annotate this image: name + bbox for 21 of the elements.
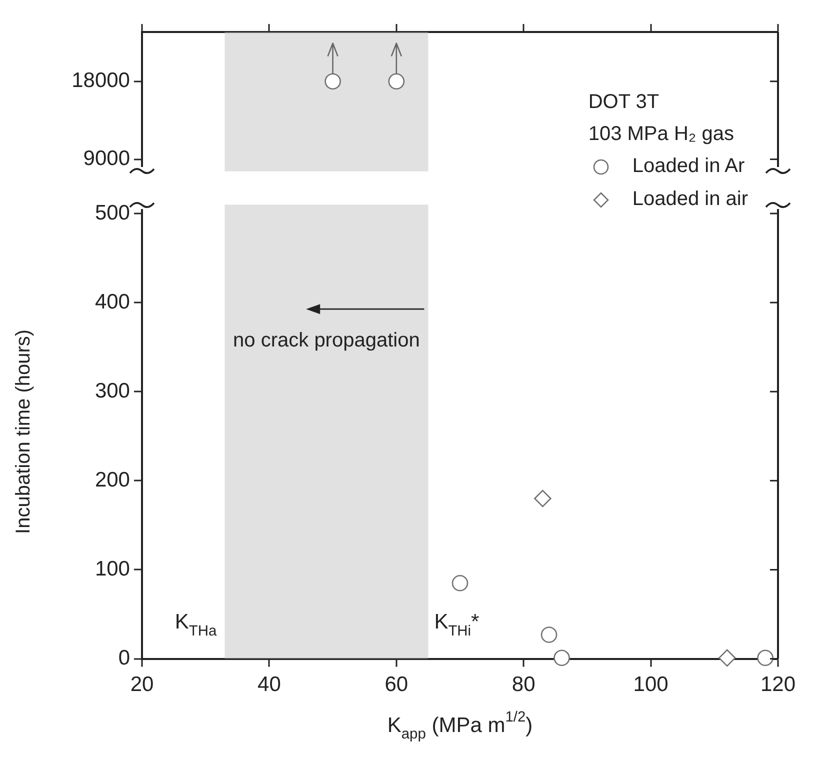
x-tick-label: 120 <box>760 673 796 696</box>
y-axis-title: Incubation time (hours) <box>12 329 35 534</box>
y-tick-label: 0 <box>118 646 130 670</box>
legend-label: Loaded in Ar <box>632 154 745 179</box>
x-tick-label: 100 <box>633 673 668 696</box>
legend-label: Loaded in air <box>632 187 748 212</box>
x-tick-label: 20 <box>130 673 154 696</box>
y-tick-label: 18000 <box>72 69 130 92</box>
x-tick-label: 60 <box>384 673 408 696</box>
x-tick-label: 80 <box>512 673 536 696</box>
y-tick-label: 200 <box>94 468 130 492</box>
y-tick-label: 500 <box>94 201 130 224</box>
y-tick-label: 300 <box>94 379 130 402</box>
point <box>534 490 552 508</box>
x-tick-label: 40 <box>258 673 281 696</box>
y-tick-label: 100 <box>94 558 130 581</box>
legend-title: DOT 3T 103 MPa H₂ gas <box>588 90 735 147</box>
y-tick-label: 400 <box>94 290 130 314</box>
y-tick-label: 9000 <box>83 147 130 170</box>
point <box>718 649 736 667</box>
band-label: no crack propagation <box>233 330 420 352</box>
